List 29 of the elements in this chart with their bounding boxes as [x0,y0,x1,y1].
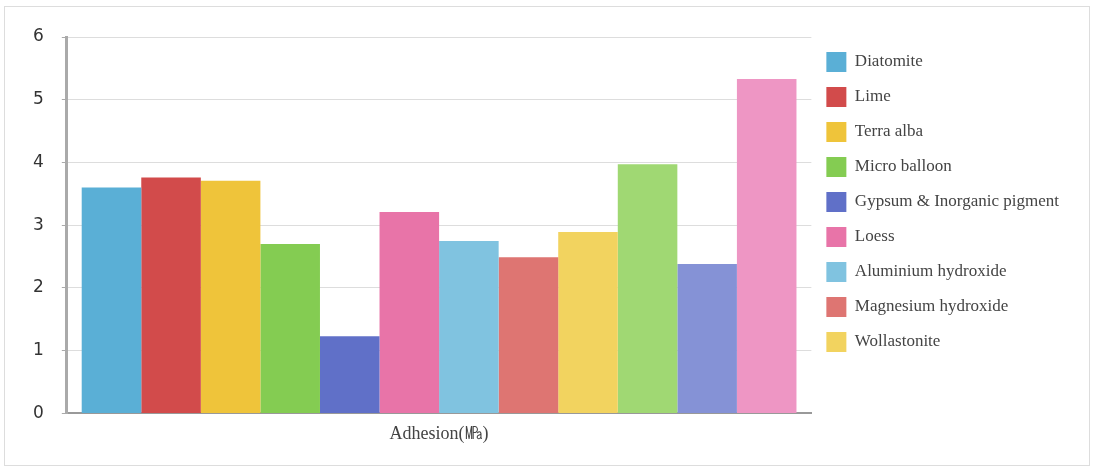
bar [558,232,618,413]
bar [498,257,559,413]
bar [617,164,678,413]
legend-label: Micro balloon [854,156,953,176]
y-tick-label: 2 [32,276,44,297]
bar [81,187,142,413]
legend-label: Magnesium hydroxide [854,296,1009,316]
x-tick-label: Adhesion(㎫) [389,422,489,444]
bar [677,264,737,413]
legend-label: Terra alba [854,121,924,141]
bar [736,79,797,413]
bar [260,244,320,413]
bar [439,240,499,413]
y-tick-label: 3 [32,213,44,234]
y-tick-label: 1 [32,339,44,360]
y-tick-label: 4 [32,150,44,171]
legend-label: Loess [854,226,895,246]
legend-label: Diatomite [854,51,923,71]
y-tick-label: 5 [32,88,44,109]
bar [379,212,440,413]
bar [319,336,380,413]
bar [141,177,201,413]
bar [200,180,261,413]
y-tick-label: 6 [32,25,44,46]
legend-label: Gypsum & Inorganic pigment [854,191,1060,211]
legend-label: Aluminium hydroxide [854,261,1007,281]
legend-label: Wollastonite [854,331,941,351]
legend-label: Lime [854,86,891,106]
y-tick-label: 0 [32,401,44,422]
